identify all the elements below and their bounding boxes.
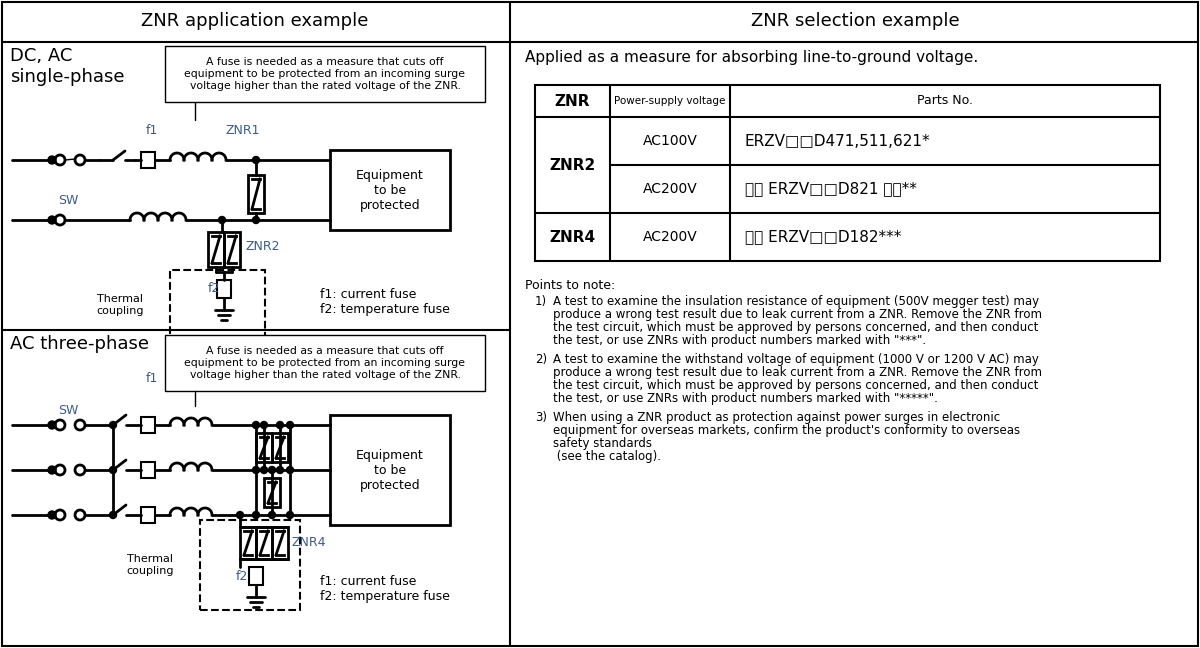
Circle shape [260, 421, 268, 428]
Circle shape [269, 467, 276, 474]
Text: the test circuit, which must be approved by persons concerned, and then conduct: the test circuit, which must be approved… [553, 379, 1038, 392]
Bar [256, 433, 272, 462]
Text: A fuse is needed as a measure that cuts off
equipment to be protected from an in: A fuse is needed as a measure that cuts … [185, 58, 466, 91]
Bar [224, 232, 240, 267]
Circle shape [276, 467, 283, 474]
Text: AC100V: AC100V [642, 134, 697, 148]
Text: When using a ZNR product as protection against power surges in electronic: When using a ZNR product as protection a… [553, 411, 1000, 424]
Text: f1: f1 [146, 371, 158, 384]
Text: f2: f2 [208, 283, 220, 295]
Text: Thermal
coupling: Thermal coupling [126, 554, 174, 576]
Bar [240, 527, 256, 559]
Text: Applied as a measure for absorbing line-to-ground voltage.: Applied as a measure for absorbing line-… [526, 50, 978, 65]
Text: SW: SW [58, 404, 78, 417]
Circle shape [218, 216, 226, 224]
Text: 2): 2) [535, 353, 547, 366]
Text: A fuse is needed as a measure that cuts off
equipment to be protected from an in: A fuse is needed as a measure that cuts … [185, 347, 466, 380]
Bar [142, 507, 155, 523]
Circle shape [48, 421, 56, 429]
Circle shape [109, 421, 116, 428]
Text: equipment for overseas markets, confirm the product's conformity to overseas: equipment for overseas markets, confirm … [553, 424, 1020, 437]
Bar [330, 415, 450, 525]
Text: AC three-phase: AC three-phase [10, 335, 149, 353]
Circle shape [236, 511, 244, 518]
Circle shape [260, 467, 268, 474]
Circle shape [276, 421, 283, 428]
Text: ZNR: ZNR [554, 93, 590, 108]
Text: f1: current fuse
f2: temperature fuse: f1: current fuse f2: temperature fuse [320, 288, 450, 316]
Text: 又は ERZV□□D821 以上**: 又は ERZV□□D821 以上** [745, 181, 917, 196]
Text: Thermal
coupling: Thermal coupling [96, 294, 144, 316]
Text: safety standards: safety standards [553, 437, 652, 450]
Text: ZNR application example: ZNR application example [142, 12, 368, 30]
Bar [256, 527, 272, 559]
Circle shape [48, 156, 56, 164]
Text: ERZV□□D471,511,621*: ERZV□□D471,511,621* [745, 133, 931, 148]
Circle shape [287, 467, 294, 474]
Text: the test circuit, which must be approved by persons concerned, and then conduct: the test circuit, which must be approved… [553, 321, 1038, 334]
Text: A test to examine the withstand voltage of equipment (1000 V or 1200 V AC) may: A test to examine the withstand voltage … [553, 353, 1039, 366]
Text: ZNR selection example: ZNR selection example [751, 12, 959, 30]
Text: ZNR1: ZNR1 [226, 124, 259, 137]
Text: f1: f1 [146, 124, 158, 137]
Text: the test, or use ZNRs with product numbers marked with "***".: the test, or use ZNRs with product numbe… [553, 334, 926, 347]
Text: Points to note:: Points to note: [526, 279, 616, 292]
Bar [330, 150, 450, 230]
Circle shape [48, 511, 56, 519]
Circle shape [252, 421, 259, 428]
Text: ZNR4: ZNR4 [292, 537, 326, 550]
Bar [250, 567, 263, 585]
Circle shape [252, 511, 259, 518]
Text: produce a wrong test result due to leak current from a ZNR. Remove the ZNR from: produce a wrong test result due to leak … [553, 366, 1042, 379]
Bar [535, 85, 1160, 261]
Text: A test to examine the insulation resistance of equipment (500V megger test) may: A test to examine the insulation resista… [553, 295, 1039, 308]
Circle shape [252, 157, 259, 163]
Bar [142, 417, 155, 433]
Bar [208, 232, 224, 267]
Text: Equipment
to be
protected: Equipment to be protected [356, 448, 424, 491]
Bar [166, 46, 485, 102]
Text: 3): 3) [535, 411, 547, 424]
Circle shape [48, 466, 56, 474]
Text: ZNR3: ZNR3 [228, 371, 263, 384]
Text: DC, AC
single-phase: DC, AC single-phase [10, 47, 125, 86]
Bar [248, 175, 264, 213]
Bar [166, 335, 485, 391]
Text: 1): 1) [535, 295, 547, 308]
Text: AC200V: AC200V [643, 230, 697, 244]
Text: 又は ERZV□□D182***: 又は ERZV□□D182*** [745, 229, 901, 244]
Text: (see the catalog).: (see the catalog). [553, 450, 661, 463]
Text: f1: current fuse
f2: temperature fuse: f1: current fuse f2: temperature fuse [320, 575, 450, 603]
Circle shape [48, 216, 56, 224]
Text: ZNR4: ZNR4 [550, 229, 595, 244]
Bar [200, 520, 300, 610]
Bar [272, 527, 288, 559]
Bar [170, 270, 265, 355]
Circle shape [252, 216, 259, 224]
Circle shape [252, 467, 259, 474]
Text: produce a wrong test result due to leak current from a ZNR. Remove the ZNR from: produce a wrong test result due to leak … [553, 308, 1042, 321]
Circle shape [109, 467, 116, 474]
Text: ZNR2: ZNR2 [245, 240, 280, 253]
Bar [272, 433, 288, 462]
Text: the test, or use ZNRs with product numbers marked with "*****".: the test, or use ZNRs with product numbe… [553, 392, 942, 405]
Text: SW: SW [58, 194, 78, 207]
Circle shape [269, 511, 276, 518]
Text: ZNR2: ZNR2 [550, 157, 595, 172]
Bar [264, 478, 280, 507]
Text: Power-supply voltage: Power-supply voltage [614, 96, 726, 106]
Circle shape [109, 511, 116, 518]
Bar [142, 152, 155, 168]
Circle shape [287, 511, 294, 518]
Text: Equipment
to be
protected: Equipment to be protected [356, 168, 424, 211]
Text: f2: f2 [235, 570, 248, 583]
Text: AC200V: AC200V [643, 182, 697, 196]
Bar [142, 462, 155, 478]
Circle shape [287, 421, 294, 428]
Text: Parts No.: Parts No. [917, 95, 973, 108]
Bar [217, 280, 230, 298]
